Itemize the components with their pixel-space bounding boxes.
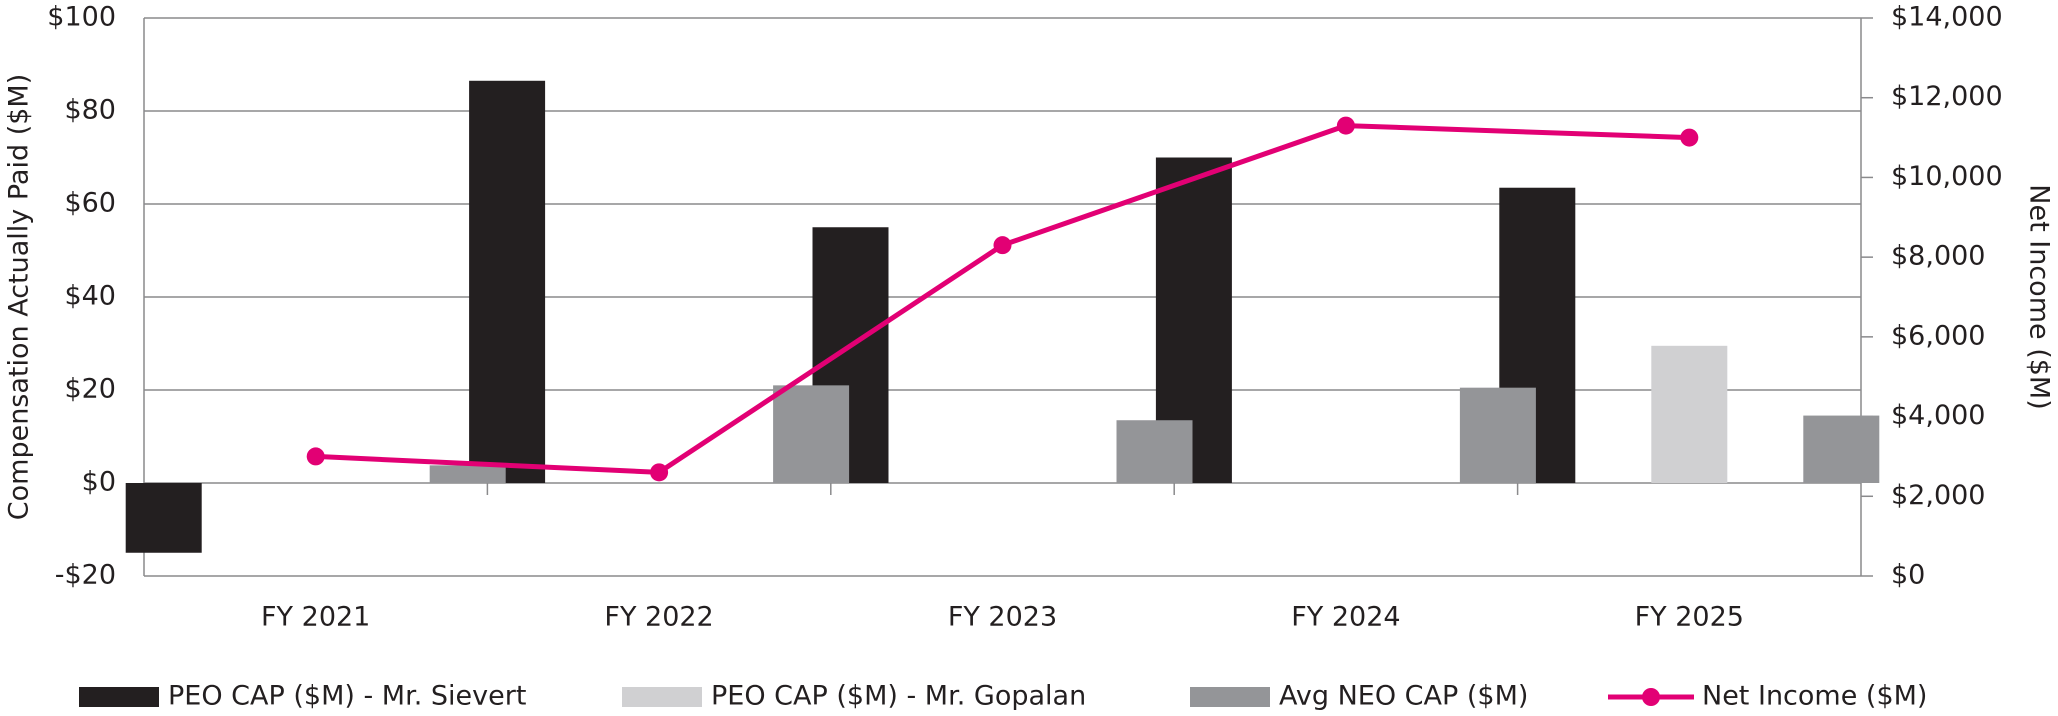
y2-tick-label: $2,000 (1891, 480, 1985, 511)
x-tick-label: FY 2021 (261, 602, 370, 633)
y-tick-label: $100 (47, 2, 116, 33)
line-point (306, 447, 325, 466)
y-tick-label: $40 (64, 281, 116, 312)
y2-tick-label: $4,000 (1891, 400, 1985, 431)
y-axis-title: Compensation Actually Paid ($M) (4, 74, 35, 520)
legend-swatch (1642, 688, 1660, 706)
y-tick-label: $60 (64, 188, 116, 219)
line-point (650, 463, 669, 482)
line-point (1680, 128, 1699, 147)
bar (1803, 415, 1880, 483)
legend-label: Avg NEO CAP ($M) (1279, 681, 1528, 712)
y2-tick-label: $12,000 (1891, 81, 2003, 112)
bar (125, 483, 202, 553)
legend-label: PEO CAP ($M) - Mr. Sievert (168, 681, 526, 712)
y2-tick-label: $0 (1891, 560, 1925, 591)
bar (1116, 420, 1193, 483)
y2-axis-title: Net Income ($M) (2024, 184, 2055, 409)
bar (469, 80, 546, 484)
y-tick-label: $0 (82, 467, 116, 498)
x-tick-label: FY 2024 (1291, 602, 1400, 633)
legend-swatch (79, 687, 159, 707)
legend-label: PEO CAP ($M) - Mr. Gopalan (711, 681, 1086, 712)
y-tick-label: $20 (64, 374, 116, 405)
bar (429, 465, 506, 483)
y2-tick-label: $6,000 (1891, 320, 1985, 351)
y-tick-label: -$20 (55, 560, 116, 591)
line-point (993, 236, 1012, 255)
y-tick-label: $80 (64, 95, 116, 126)
y2-tick-label: $8,000 (1891, 241, 1985, 272)
legend-swatch (1190, 687, 1270, 707)
bar (1651, 345, 1728, 483)
y2-tick-label: $10,000 (1891, 161, 2003, 192)
line-point (1336, 116, 1355, 135)
y2-tick-label: $14,000 (1891, 2, 2003, 33)
bar (1459, 387, 1536, 483)
legend-swatch (622, 687, 702, 707)
x-tick-label: FY 2025 (1635, 602, 1744, 633)
bar (773, 385, 850, 483)
legend-label: Net Income ($M) (1702, 681, 1927, 712)
x-tick-label: FY 2023 (948, 602, 1057, 633)
x-tick-label: FY 2022 (604, 602, 713, 633)
